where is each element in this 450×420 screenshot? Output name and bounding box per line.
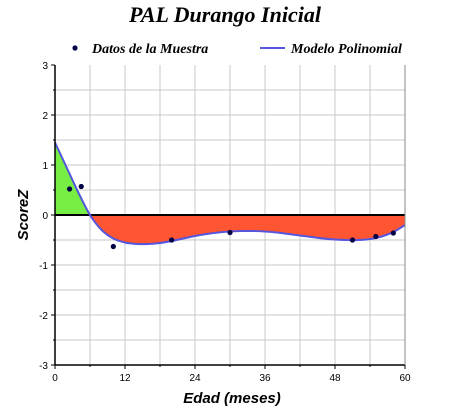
x-tick-label: 12 xyxy=(119,373,131,384)
x-tick-label: 60 xyxy=(399,373,411,384)
y-tick-label: -3 xyxy=(39,361,48,372)
fill-above-zero xyxy=(55,142,90,215)
data-point xyxy=(110,243,116,250)
data-point xyxy=(227,229,233,236)
y-tick-label: 1 xyxy=(42,161,48,172)
x-tick-label: 24 xyxy=(189,373,201,384)
y-tick-label: -1 xyxy=(39,261,48,272)
y-axis-label: ScoreZ xyxy=(15,189,32,241)
data-point xyxy=(78,183,84,190)
data-point xyxy=(169,237,175,243)
x-tick-label: 48 xyxy=(329,373,341,384)
y-tick-label: -2 xyxy=(39,311,48,322)
y-tick-label: 2 xyxy=(42,111,48,122)
x-axis-label: Edad (meses) xyxy=(183,390,281,407)
x-tick-label: 0 xyxy=(52,373,58,384)
y-tick-label: 0 xyxy=(42,211,48,222)
legend-label-scatter: Datos de la Muestra xyxy=(91,42,208,57)
legend: Datos de la Muestra Modelo Polinomial xyxy=(72,42,402,57)
data-point xyxy=(373,233,379,240)
legend-label-line: Modelo Polinomial xyxy=(290,42,402,57)
x-tick-label: 36 xyxy=(259,373,271,384)
legend-marker-scatter xyxy=(72,45,78,51)
fill-below-zero xyxy=(90,215,405,244)
chart-title: PAL Durango Inicial xyxy=(128,2,322,27)
data-point xyxy=(390,230,396,236)
data-point xyxy=(66,186,73,192)
data-point xyxy=(349,237,356,243)
y-tick-label: 3 xyxy=(42,61,48,72)
